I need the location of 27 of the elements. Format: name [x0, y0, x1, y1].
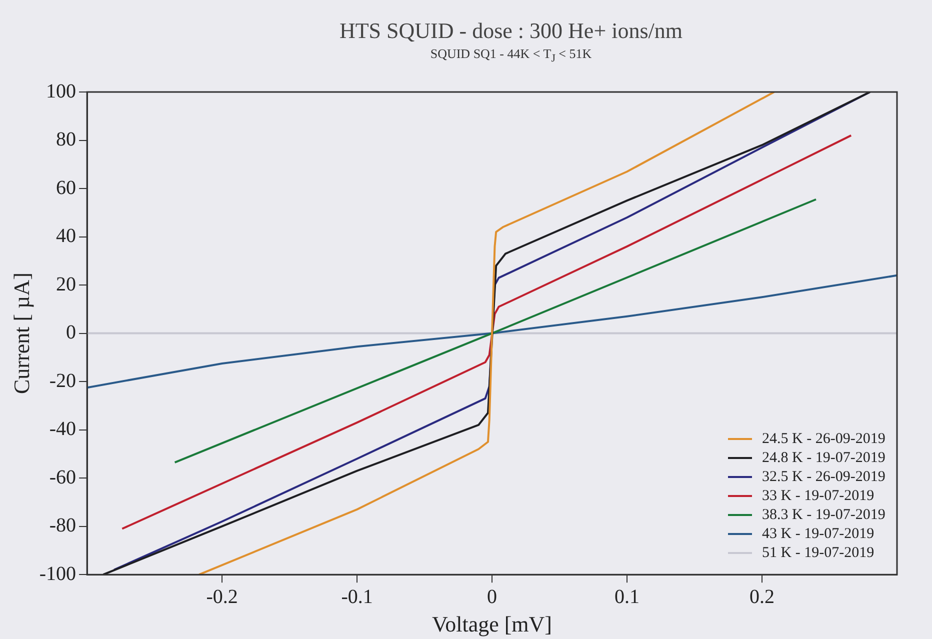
legend-label: 24.8 K - 19-07-2019: [762, 448, 886, 468]
y-tick-label: -40: [49, 418, 76, 440]
y-tick-label: -20: [49, 370, 76, 392]
legend-label: 33 K - 19-07-2019: [762, 486, 874, 506]
legend-label: 51 K - 19-07-2019: [762, 544, 874, 563]
y-tick-label: 20: [56, 273, 76, 296]
x-tick-label: 0.1: [614, 586, 640, 608]
y-axis-title: Current [ µA]: [8, 272, 34, 394]
legend-label: 43 K - 19-07-2019: [762, 524, 874, 544]
legend-label: 24.5 K - 26-09-2019: [762, 430, 886, 449]
y-tick-label: -60: [49, 466, 76, 488]
x-tick-label: 0.2: [750, 586, 775, 608]
y-tick-label: -100: [39, 562, 76, 585]
x-axis-title: Voltage [mV]: [432, 612, 552, 637]
x-tick-label: 0: [487, 586, 498, 608]
y-tick-label: 80: [56, 128, 76, 151]
y-tick-label: 60: [56, 176, 76, 199]
y-tick-label: 100: [46, 80, 76, 102]
legend-label: 38.3 K - 19-07-2019: [762, 506, 886, 525]
chart-title: HTS SQUID - dose : 300 He+ ions/nm: [338, 18, 684, 44]
legend-label: 32.5 K - 26-09-2019: [762, 468, 886, 487]
x-tick-label: -0.2: [206, 586, 238, 608]
y-tick-label: 0: [66, 322, 76, 344]
y-tick-label: 40: [56, 225, 76, 248]
chart-subtitle: SQUID SQ1 - 44K < T$_{J}$ < 51K: [429, 46, 593, 65]
x-tick-label: -0.1: [341, 586, 373, 608]
y-tick-label: -80: [49, 514, 76, 537]
